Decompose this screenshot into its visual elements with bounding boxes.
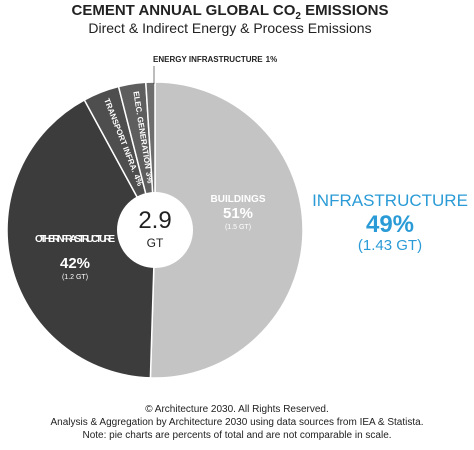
- center-value: 2.9: [138, 207, 171, 234]
- slice-value: 42%: [60, 255, 90, 272]
- slice-label: BUILDINGS: [211, 194, 266, 205]
- slice-sub: (1.2 GT): [62, 274, 88, 281]
- slice-label: OTHER INFRASTRUCTURE: [35, 234, 115, 245]
- slice-sub: (1.5 GT): [225, 224, 251, 231]
- footer: © Architecture 2030. All Rights Reserved…: [145, 404, 329, 415]
- subtitle: Direct & Indirect Energy & Process Emiss…: [88, 20, 371, 36]
- slice-value: 4%: [132, 173, 145, 187]
- title-end: EMISSIONS: [301, 2, 389, 19]
- pie-slice: [149, 81, 304, 379]
- center-unit: GT: [147, 236, 164, 250]
- slice-name: ENERGY INFRASTRUCTURE: [153, 55, 263, 64]
- title-main: CEMENT ANNUAL GLOBAL CO: [72, 2, 296, 19]
- slice-label: ENERGY INFRASTRUCTURE 1%: [153, 55, 277, 64]
- chart-title: CEMENT ANNUAL GLOBAL CO2 EMISSIONS: [72, 2, 389, 22]
- callout-name: INFRASTRUCTURE: [312, 191, 468, 210]
- callout-sub: (1.43 GT): [358, 237, 422, 254]
- center-hole: [117, 192, 193, 268]
- title-subscript: 2: [295, 11, 301, 22]
- slice-value: 1%: [266, 55, 278, 64]
- slice-value: 51%: [223, 205, 253, 222]
- footer: Analysis & Aggregation by Architecture 2…: [51, 417, 424, 428]
- slice-value: 3%: [144, 171, 155, 184]
- pie-slice: [6, 98, 156, 379]
- footer: Note: pie charts are percents of total a…: [82, 430, 391, 441]
- callout-value: 49%: [366, 211, 414, 238]
